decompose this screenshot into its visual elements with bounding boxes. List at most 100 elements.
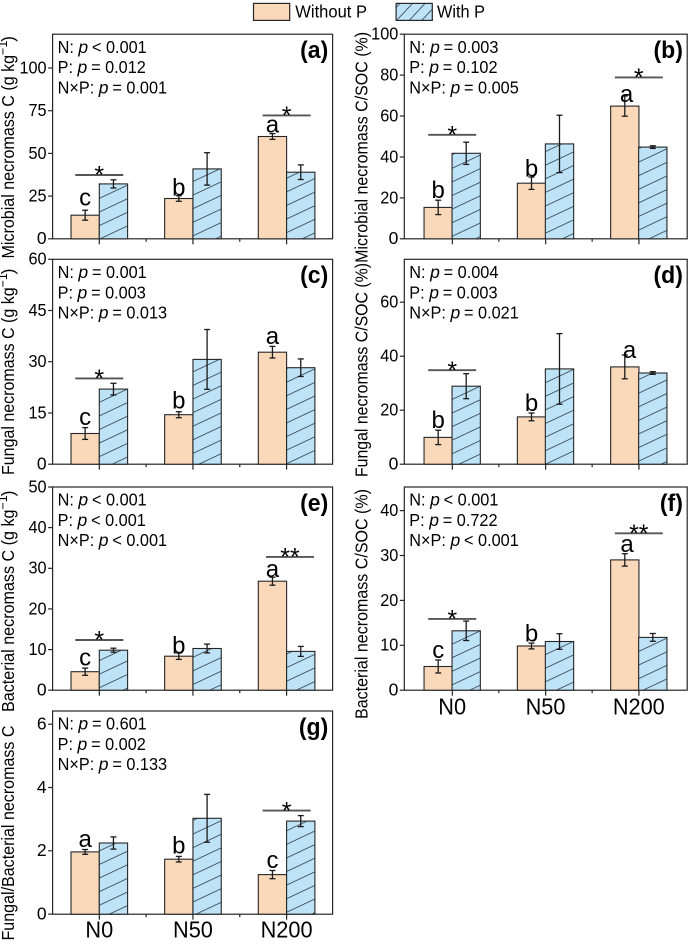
svg-text:0: 0 (389, 228, 399, 248)
svg-text:p: p (429, 490, 440, 510)
svg-text:c: c (79, 645, 91, 672)
svg-text:= 0.005: = 0.005 (464, 77, 519, 97)
svg-text:= 0.001: = 0.001 (112, 77, 167, 97)
svg-text:N:: N: (409, 37, 425, 57)
svg-text:15: 15 (29, 402, 47, 422)
svg-text:< 0.001: < 0.001 (464, 530, 519, 550)
svg-text:p: p (428, 57, 439, 77)
svg-text:40: 40 (380, 346, 398, 366)
svg-text:(c): (c) (300, 262, 328, 289)
svg-text:= 0.722: = 0.722 (443, 510, 498, 530)
svg-text:Fungal necromass C (g kg: Fungal necromass C (g kg (0, 287, 18, 475)
svg-text:P:: P: (409, 57, 424, 77)
svg-text:p: p (98, 77, 109, 97)
svg-text:10: 10 (380, 635, 398, 655)
svg-text:c: c (266, 847, 278, 874)
svg-text:Fungal/Bacterial necromass C: Fungal/Bacterial necromass C (0, 726, 18, 941)
svg-text:< 0.001: < 0.001 (92, 37, 147, 57)
svg-text:100: 100 (371, 24, 398, 44)
svg-text:N0: N0 (85, 917, 113, 943)
svg-text:< 0.001: < 0.001 (112, 530, 167, 550)
svg-text:b: b (525, 156, 538, 183)
svg-text:30: 30 (29, 351, 47, 371)
svg-text:−1: −1 (0, 273, 10, 287)
svg-text:p: p (429, 262, 440, 282)
svg-text:): ) (0, 491, 18, 497)
svg-text:p: p (77, 282, 88, 302)
svg-text:Fungal necromass C/SOC (%): Fungal necromass C/SOC (%) (352, 263, 372, 477)
svg-text:4: 4 (37, 777, 47, 797)
svg-text:N50: N50 (526, 693, 566, 719)
svg-text:20: 20 (380, 590, 398, 610)
svg-text:N:: N: (58, 262, 74, 282)
svg-text:P:: P: (409, 282, 424, 302)
svg-text:0: 0 (37, 228, 47, 248)
svg-text:b: b (525, 620, 538, 647)
svg-text:N:: N: (58, 714, 74, 734)
svg-text:a: a (620, 81, 634, 108)
svg-text:p: p (428, 510, 439, 530)
svg-text:−1: −1 (0, 41, 10, 55)
svg-text:= 0.003: = 0.003 (444, 37, 499, 57)
svg-text:p: p (77, 490, 88, 510)
svg-text:20: 20 (380, 187, 398, 207)
svg-text:N×P:: N×P: (409, 303, 446, 323)
svg-text:10: 10 (29, 639, 47, 659)
svg-text:**: ** (280, 544, 300, 572)
svg-text:= 0.601: = 0.601 (92, 714, 147, 734)
svg-text:25: 25 (29, 186, 47, 206)
svg-text:30: 30 (380, 545, 398, 565)
svg-text:< 0.001: < 0.001 (91, 510, 146, 530)
svg-text:*: * (447, 357, 457, 385)
svg-text:75: 75 (29, 100, 47, 120)
svg-text:p: p (449, 303, 460, 323)
svg-text:p: p (428, 282, 439, 302)
svg-text:0: 0 (389, 454, 399, 474)
svg-text:40: 40 (29, 517, 47, 537)
svg-text:P:: P: (58, 734, 73, 754)
svg-text:*: * (94, 627, 104, 655)
svg-text:p: p (449, 77, 460, 97)
svg-text:6: 6 (37, 714, 47, 734)
svg-text:b: b (172, 632, 185, 659)
svg-text:0: 0 (37, 454, 47, 474)
svg-text:p: p (77, 714, 88, 734)
svg-text:p: p (77, 734, 88, 754)
svg-text:50: 50 (29, 476, 47, 496)
svg-text:p: p (98, 754, 109, 774)
svg-text:N×P:: N×P: (58, 530, 95, 550)
svg-text:P:: P: (58, 510, 73, 530)
svg-text:a: a (266, 556, 280, 583)
svg-text:40: 40 (380, 146, 398, 166)
svg-text:Without P: Without P (295, 2, 367, 22)
svg-text:a: a (78, 826, 92, 853)
svg-text:c: c (79, 185, 91, 212)
svg-text:60: 60 (380, 292, 398, 312)
svg-text:100: 100 (19, 57, 46, 77)
svg-text:*: * (447, 122, 457, 150)
svg-text:Microbial necromass C (g kg: Microbial necromass C (g kg (0, 55, 18, 259)
svg-text:(a): (a) (300, 37, 328, 64)
svg-text:= 0.003: = 0.003 (91, 282, 146, 302)
svg-text:N×P:: N×P: (409, 77, 446, 97)
svg-text:b: b (432, 177, 445, 204)
svg-text:(e): (e) (300, 490, 328, 517)
svg-text:2: 2 (37, 840, 47, 860)
svg-text:= 0.012: = 0.012 (91, 57, 146, 77)
svg-text:**: ** (629, 520, 649, 548)
svg-text:Bacterial necromass C/SOC (%): Bacterial necromass C/SOC (%) (352, 489, 372, 719)
svg-text:N×P:: N×P: (58, 754, 95, 774)
svg-text:b: b (172, 174, 185, 201)
svg-text:N0: N0 (438, 693, 466, 719)
svg-text:p: p (98, 303, 109, 323)
svg-text:*: * (94, 365, 104, 393)
svg-text:p: p (77, 57, 88, 77)
svg-text:−1: −1 (0, 495, 10, 509)
svg-text:= 0.003: = 0.003 (443, 282, 498, 302)
svg-text:= 0.102: = 0.102 (443, 57, 498, 77)
svg-text:p: p (449, 530, 460, 550)
svg-text:N×P:: N×P: (409, 530, 446, 550)
svg-text:*: * (94, 162, 104, 190)
svg-text:= 0.021: = 0.021 (464, 303, 519, 323)
svg-text:b: b (525, 390, 538, 417)
